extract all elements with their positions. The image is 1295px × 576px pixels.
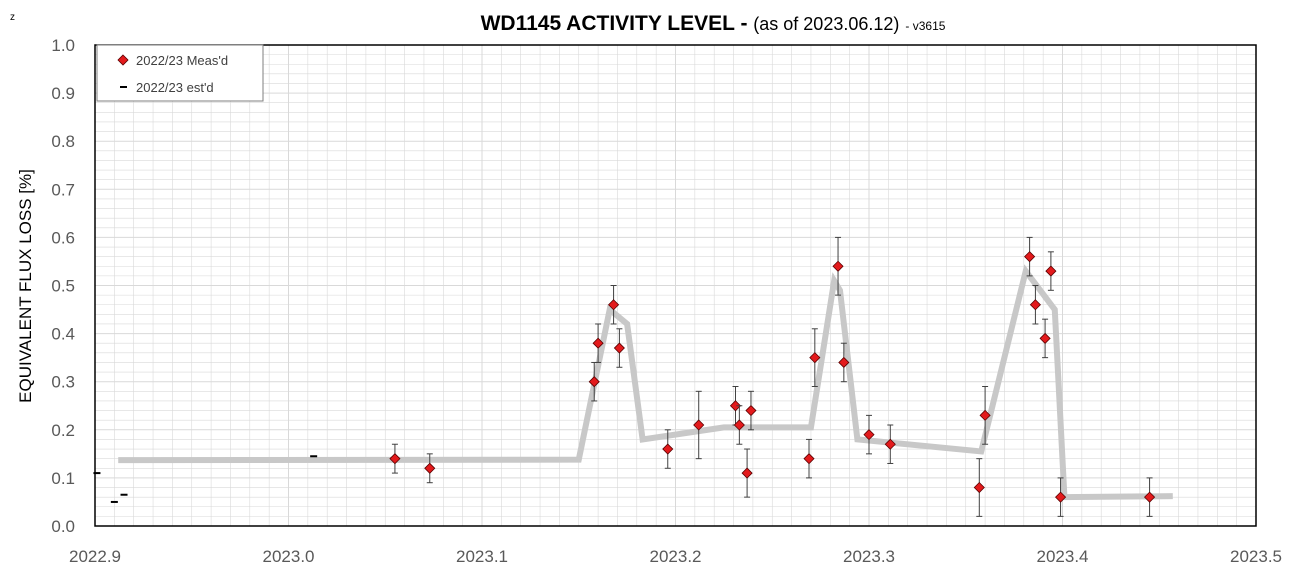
x-axis-ticks: 2022.9 2023.0 2023.1 2023.2 2023.3 2023.4 2023… <box>69 547 1282 566</box>
measured-point <box>1054 491 1067 503</box>
y-tick-label: 0.4 <box>51 325 75 344</box>
measured-point <box>608 299 620 311</box>
chart-title-main: WD1145 ACTIVITY LEVEL <box>481 12 736 35</box>
measured-point <box>884 438 896 450</box>
measured-point <box>832 260 844 272</box>
y-axis-ticks: 0.0 0.1 0.2 0.3 0.4 0.5 0.6 0.7 0.8 0.9 1.0 <box>51 36 75 536</box>
measured-point <box>733 419 745 431</box>
legend-diamond-marker <box>117 54 129 66</box>
x-tick-label: 2023.4 <box>1037 547 1089 566</box>
y-tick-label: 0.0 <box>51 517 75 536</box>
chart-title-dash: - <box>735 12 754 35</box>
y-tick-label: 0.2 <box>51 421 75 440</box>
chart-version: - v3615 <box>905 19 945 33</box>
y-tick-label: 0.9 <box>51 84 75 103</box>
y-tick-label: 1.0 <box>51 36 75 55</box>
measured-point <box>693 419 705 431</box>
x-tick-label: 2023.1 <box>456 547 508 566</box>
y-tick-label: 0.1 <box>51 469 75 488</box>
x-tick-label: 2022.9 <box>69 547 121 566</box>
x-tick-label: 2023.0 <box>263 547 315 566</box>
measured-point <box>838 356 850 369</box>
measured-point <box>588 376 600 388</box>
corner-mark: z <box>10 12 15 23</box>
x-tick-label: 2023.5 <box>1230 547 1282 566</box>
grid-lines <box>94 44 1257 527</box>
measured-point <box>1045 265 1057 277</box>
trend-line <box>118 264 1173 501</box>
measured-point <box>613 342 625 354</box>
y-tick-label: 0.8 <box>51 132 75 151</box>
y-tick-label: 0.3 <box>51 373 75 392</box>
legend-label-estimated: 2022/23 est'd <box>136 80 214 95</box>
plot-frame <box>94 44 1257 527</box>
measured-point <box>1039 332 1051 344</box>
measured-point <box>389 453 401 465</box>
y-tick-label: 0.7 <box>51 180 75 199</box>
measured-point <box>973 481 985 494</box>
measured-point <box>979 409 991 421</box>
measured-point <box>1029 299 1041 311</box>
measured-point <box>662 443 674 455</box>
measured-point <box>803 453 815 465</box>
measured-point <box>1144 491 1156 503</box>
y-tick-label: 0.5 <box>51 277 75 296</box>
measured-point <box>745 404 757 417</box>
measured-point <box>1024 251 1036 263</box>
x-tick-label: 2023.3 <box>843 547 895 566</box>
x-tick-label: 2023.2 <box>650 547 702 566</box>
measured-point <box>741 467 753 479</box>
y-tick-label: 0.6 <box>51 228 75 247</box>
chart-title: WD1145 ACTIVITY LEVEL - (as of 2023.06.1… <box>481 12 946 35</box>
measured-point <box>863 429 875 441</box>
measured-point <box>424 462 436 474</box>
measured-point <box>809 352 821 364</box>
measured-point <box>729 400 742 412</box>
legend-box <box>96 44 264 102</box>
y-axis-label: EQUIVALENT FLUX LOSS [%] <box>16 169 35 403</box>
trend-line-group <box>118 264 1173 501</box>
measured-point <box>592 337 604 349</box>
chart-subtitle: (as of 2023.06.12) <box>753 14 899 34</box>
legend: 2022/23 Meas'd 2022/23 est'd <box>96 44 264 102</box>
data-points-group <box>93 236 1156 517</box>
legend-label-measured: 2022/23 Meas'd <box>136 53 228 68</box>
